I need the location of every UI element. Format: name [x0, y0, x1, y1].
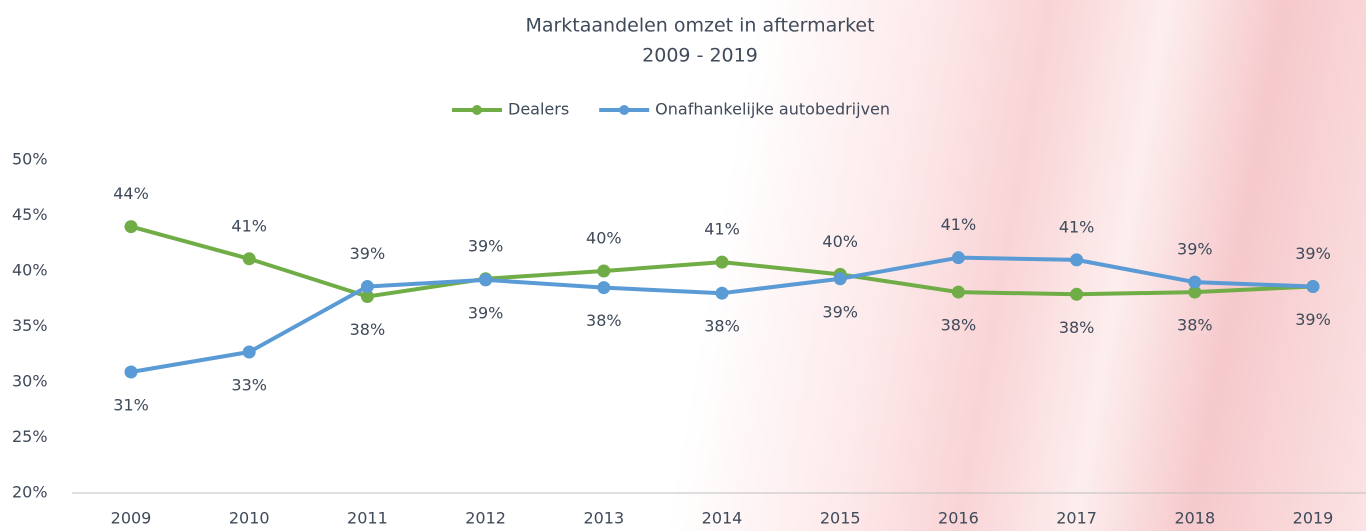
legend-marker — [472, 105, 482, 115]
data-label: 41% — [941, 215, 977, 234]
x-tick-label: 2016 — [938, 509, 979, 528]
data-point — [597, 281, 611, 295]
data-label: 39% — [1295, 244, 1331, 263]
data-label: 41% — [1059, 217, 1095, 236]
data-label: 38% — [350, 320, 386, 339]
data-point — [715, 286, 729, 300]
y-tick-label: 30% — [12, 372, 48, 391]
data-point — [1070, 253, 1084, 267]
data-label: 39% — [350, 244, 386, 263]
y-tick-label: 50% — [12, 150, 48, 169]
data-point — [1070, 287, 1084, 301]
data-label: 40% — [822, 232, 858, 251]
data-label: 44% — [113, 184, 149, 203]
y-tick-label: 40% — [12, 261, 48, 280]
data-point — [951, 251, 965, 265]
data-point — [124, 365, 138, 379]
data-point — [951, 285, 965, 299]
x-tick-label: 2014 — [702, 509, 743, 528]
chart-subtitle: 2009 - 2019 — [642, 45, 758, 67]
x-tick-label: 2018 — [1174, 509, 1215, 528]
data-point — [1188, 285, 1202, 299]
x-tick-label: 2013 — [583, 509, 624, 528]
data-point — [360, 290, 374, 304]
data-label: 33% — [231, 376, 267, 395]
data-label: 39% — [468, 303, 504, 322]
data-point — [479, 273, 493, 287]
data-point — [1188, 275, 1202, 289]
data-point — [242, 252, 256, 266]
data-label: 41% — [231, 216, 267, 235]
chart-title: Marktaandelen omzet in aftermarket — [525, 15, 874, 37]
x-tick-label: 2019 — [1293, 509, 1334, 528]
data-point — [715, 255, 729, 269]
data-label: 38% — [586, 311, 622, 330]
legend-marker — [619, 105, 630, 115]
data-point — [124, 220, 138, 234]
x-tick-label: 2010 — [229, 509, 270, 528]
data-point — [597, 264, 611, 278]
x-tick-label: 2015 — [820, 509, 861, 528]
data-point — [360, 280, 374, 294]
y-tick-label: 35% — [12, 316, 48, 335]
data-label: 39% — [1177, 240, 1213, 259]
x-tick-label: 2011 — [347, 509, 388, 528]
data-point — [242, 345, 256, 359]
x-tick-label: 2012 — [465, 509, 506, 528]
y-tick-label: 45% — [12, 205, 48, 224]
data-label: 31% — [113, 396, 149, 415]
x-tick-label: 2017 — [1056, 509, 1097, 528]
data-label: 39% — [1295, 310, 1331, 329]
legend-label: Onafhankelijke autobedrijven — [655, 100, 890, 119]
legend-label: Dealers — [508, 100, 569, 119]
y-tick-label: 25% — [12, 427, 48, 446]
data-label: 41% — [704, 220, 740, 239]
data-label: 39% — [468, 236, 504, 255]
data-label: 38% — [704, 317, 740, 336]
x-tick-label: 2009 — [111, 509, 152, 528]
y-tick-label: 20% — [12, 483, 48, 502]
data-label: 39% — [822, 302, 858, 321]
data-point — [1306, 280, 1320, 294]
data-label: 38% — [1177, 316, 1213, 335]
data-label: 38% — [1059, 318, 1095, 337]
data-label: 38% — [941, 316, 977, 335]
data-point — [833, 272, 847, 286]
data-label: 40% — [586, 229, 622, 248]
series-line — [130, 255, 1314, 374]
